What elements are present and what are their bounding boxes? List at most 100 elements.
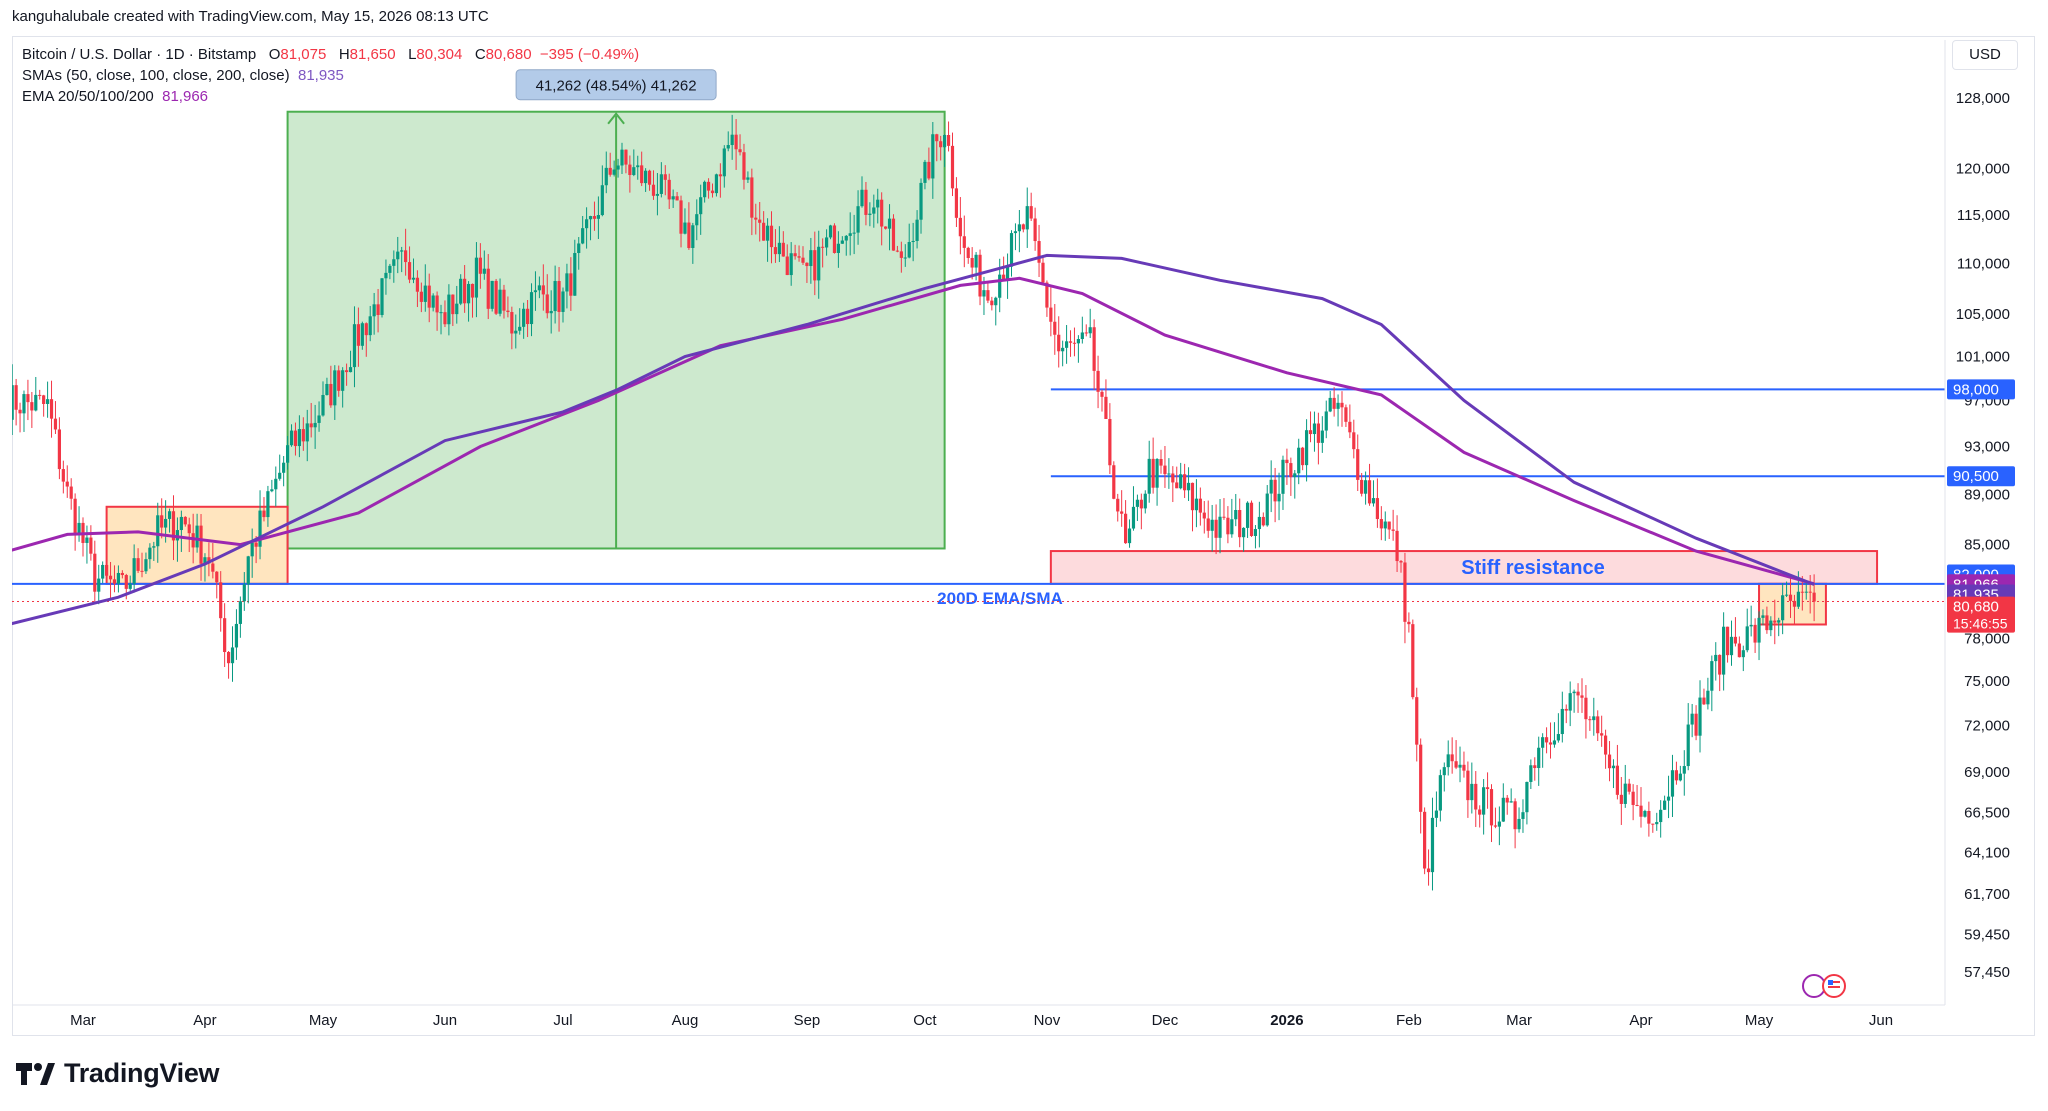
candle — [1470, 762, 1474, 814]
candle — [632, 149, 636, 177]
candle — [1690, 703, 1694, 738]
candle — [1249, 500, 1254, 537]
candle — [1242, 527, 1246, 552]
candle-body — [1592, 716, 1596, 721]
candle — [884, 226, 888, 230]
candle-body — [1788, 594, 1793, 601]
candle-body — [234, 623, 239, 648]
candle-body — [1714, 654, 1718, 662]
candle — [187, 517, 191, 553]
candle — [1710, 655, 1714, 712]
time-tick-label: Jun — [1869, 1012, 1893, 1029]
candle — [1706, 677, 1710, 710]
candle — [742, 143, 746, 190]
candle — [671, 189, 675, 208]
time-tick-label: Jul — [553, 1012, 572, 1029]
sma-row[interactable]: SMAs (50, close, 100, close, 200, close)… — [22, 65, 639, 86]
candle — [1363, 471, 1368, 505]
candle-body — [1773, 620, 1777, 623]
candle — [38, 389, 42, 400]
candle-body — [1493, 825, 1498, 827]
tradingview-logo[interactable]: TradingView — [14, 1058, 220, 1089]
measure-label: 41,262 (48.54%) 41,262 — [536, 78, 697, 95]
candle-body — [45, 399, 50, 404]
candle-body — [1348, 421, 1352, 433]
candle-body — [1808, 591, 1812, 593]
chart-legend: Bitcoin / U.S. Dollar · 1D · Bitstamp O8… — [22, 44, 639, 107]
ema-row[interactable]: EMA 20/50/100/200 81,966 — [22, 86, 639, 107]
candle — [392, 250, 396, 283]
candle-body — [1580, 695, 1584, 698]
candle — [352, 306, 357, 388]
candle — [1155, 458, 1159, 506]
candle-body — [592, 216, 597, 219]
candle-body — [1769, 620, 1773, 631]
candle-body — [1387, 521, 1391, 530]
candle-body — [1682, 766, 1686, 774]
candle-body — [1289, 463, 1293, 478]
candle-body — [148, 547, 152, 560]
symbol-row[interactable]: Bitcoin / U.S. Dollar · 1D · Bitstamp O8… — [22, 44, 639, 65]
candle — [1285, 448, 1289, 485]
candle-body — [502, 289, 506, 311]
candle — [1450, 737, 1454, 774]
candle-body — [970, 257, 974, 268]
candle-body — [1600, 733, 1604, 736]
candle — [140, 552, 144, 578]
candle — [1552, 722, 1557, 748]
candle — [490, 280, 494, 312]
candle-body — [982, 290, 986, 297]
candle — [1761, 609, 1765, 626]
candle-body — [1450, 754, 1454, 762]
candle — [419, 282, 423, 313]
candle — [258, 490, 262, 560]
candle-body — [1423, 811, 1427, 869]
price-tag-label: 98,000 — [1953, 381, 1999, 398]
candle — [1072, 327, 1077, 357]
candle — [1238, 498, 1242, 548]
candle — [1607, 741, 1612, 782]
flag-canton — [1828, 980, 1833, 985]
candle — [1210, 504, 1214, 552]
candle-body — [1517, 818, 1521, 830]
candle — [1603, 729, 1608, 769]
candle-body — [1088, 327, 1092, 334]
candle-body — [1426, 868, 1431, 873]
candle-body — [1576, 691, 1580, 696]
candle — [1289, 457, 1293, 496]
price-tag-bg — [1947, 379, 2015, 400]
candle — [722, 145, 726, 188]
candle-body — [262, 510, 266, 518]
candle — [1371, 480, 1376, 507]
candle-body — [1222, 516, 1226, 518]
candle — [946, 121, 951, 152]
candle — [1804, 582, 1808, 600]
candle-body — [1466, 770, 1470, 801]
measure-label-box: 41,262 (48.54%) 41,262 — [515, 69, 717, 101]
currency-button[interactable]: USD — [1952, 40, 2018, 70]
candle — [317, 401, 321, 432]
candle-body — [1647, 810, 1651, 824]
candle — [1037, 224, 1041, 277]
candle — [494, 278, 498, 316]
candle — [305, 409, 309, 462]
candle-body — [372, 304, 376, 317]
candle-body — [219, 582, 223, 619]
candle — [1096, 355, 1100, 409]
candle-body — [167, 511, 172, 519]
candle — [1765, 606, 1769, 634]
flag-stripe — [1828, 986, 1840, 988]
candle — [754, 203, 758, 235]
candle — [990, 296, 994, 311]
open-value: 81,075 — [280, 46, 327, 63]
candle-body — [1340, 402, 1344, 408]
candle-body — [42, 395, 46, 404]
time-tick-label: Mar — [1506, 1012, 1532, 1029]
candle — [439, 304, 443, 335]
candle — [1356, 434, 1360, 492]
candle — [400, 246, 404, 273]
candle — [148, 543, 152, 569]
candle — [1367, 463, 1372, 506]
candle — [773, 229, 778, 263]
